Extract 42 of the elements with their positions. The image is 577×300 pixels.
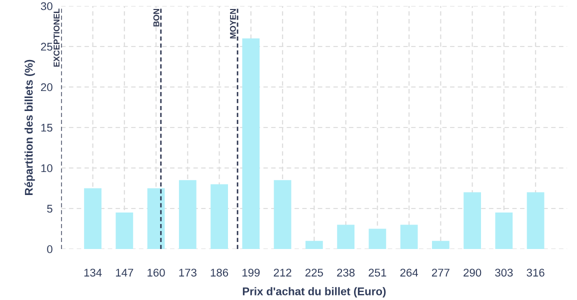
y-tick-label: 20	[41, 83, 52, 92]
bar	[432, 240, 450, 249]
bar	[368, 228, 386, 249]
bar	[337, 224, 354, 249]
x-tick-label: 186	[210, 268, 228, 277]
x-tick-label: 134	[84, 268, 102, 277]
bar	[147, 188, 165, 249]
x-tick-label: 212	[274, 268, 292, 276]
bar	[400, 224, 418, 249]
y-tick-label: 25	[41, 42, 52, 51]
x-tick-label: 147	[116, 268, 134, 276]
bar	[178, 180, 196, 249]
bar	[495, 212, 513, 249]
ref-line-label: BON	[153, 8, 160, 26]
x-tick-label: 303	[495, 268, 513, 277]
x-tick-label: 173	[179, 268, 196, 277]
x-tick-label: 277	[432, 268, 450, 276]
bar	[116, 212, 134, 249]
ref-line-label: EXCEPTIONEL	[54, 8, 60, 67]
bar	[242, 38, 260, 249]
y-axis-title: Répartition des billets (%)	[24, 60, 35, 195]
bar	[210, 184, 228, 249]
bar	[464, 192, 482, 249]
ref-line-label: MOYEN	[230, 8, 236, 38]
y-tick-label: 30	[40, 2, 52, 10]
x-tick-label: 238	[337, 268, 355, 277]
x-tick-label: 316	[526, 268, 544, 277]
y-tick-label: 10	[41, 164, 52, 172]
bar	[274, 180, 292, 249]
x-tick-label: 264	[400, 268, 418, 277]
x-tick-label: 199	[242, 268, 260, 277]
bar	[305, 240, 323, 249]
bar	[84, 188, 102, 249]
bar	[526, 192, 544, 249]
x-axis-title: Prix d'achat du billet (Euro)	[242, 287, 386, 298]
x-tick-label: 225	[305, 268, 323, 277]
x-tick-label: 251	[368, 268, 386, 277]
x-tick-label: 290	[464, 268, 482, 277]
x-tick-label: 160	[148, 268, 165, 277]
y-tick-label: 5	[47, 204, 52, 213]
y-tick-label: 15	[41, 124, 52, 132]
y-tick-label: 0	[47, 245, 52, 254]
